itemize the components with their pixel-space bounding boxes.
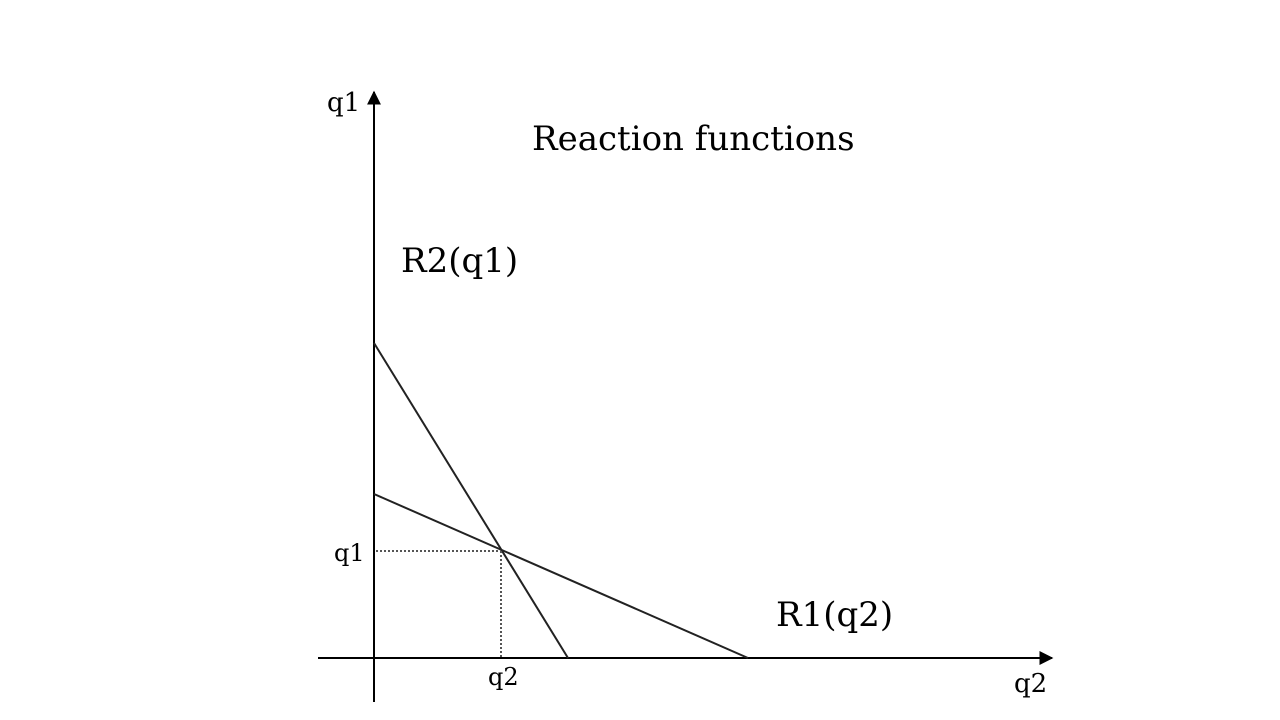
r1-label: R1(q2) (776, 595, 893, 635)
q1-equilibrium-label: q1 (334, 539, 365, 567)
r2-label: R2(q1) (401, 241, 518, 281)
y-axis-label: q1 (327, 88, 360, 118)
r1-line (373, 493, 749, 659)
r2-line (373, 342, 569, 659)
diagram-title: Reaction functions (532, 119, 855, 159)
x-axis-label: q2 (1014, 669, 1047, 699)
q2-equilibrium-label: q2 (488, 663, 519, 691)
